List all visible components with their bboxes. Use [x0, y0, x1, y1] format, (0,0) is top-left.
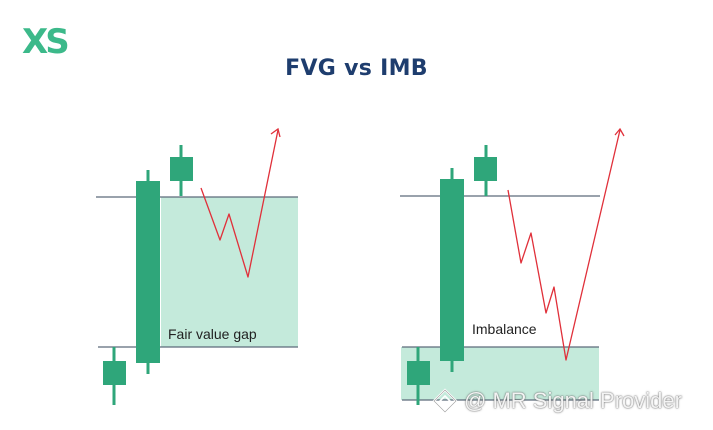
diamond-logo-icon [432, 388, 458, 414]
diagram-title: FVG vs IMB [285, 56, 428, 81]
watermark: @ MR Signal Provider [432, 388, 682, 414]
imb-candle-small-bottom [407, 347, 430, 405]
imb-candle-small-top [474, 145, 497, 196]
xs-logo-icon: XS [22, 22, 70, 58]
panel-imbalance: Imbalance [400, 127, 625, 405]
imb-price-path [507, 129, 621, 361]
fvg-zone-label: Fair value gap [168, 326, 257, 342]
imb-zone [401, 347, 599, 400]
fvg-arrow-head-icon [270, 127, 281, 138]
imb-arrow-head-icon [614, 127, 625, 137]
candle-large-bull [136, 170, 160, 374]
fvg-price-path [200, 129, 279, 278]
svg-text:XS: XS [22, 22, 67, 58]
candle-small-top [170, 145, 193, 196]
panel-fair-value-gap: Fair value gap [96, 127, 298, 405]
imb-zone-label: Imbalance [472, 321, 537, 337]
imb-candle-large-bull [440, 168, 464, 372]
fvg-zone [161, 197, 298, 347]
candle-small-bottom [103, 347, 126, 405]
watermark-text: @ MR Signal Provider [464, 388, 682, 413]
